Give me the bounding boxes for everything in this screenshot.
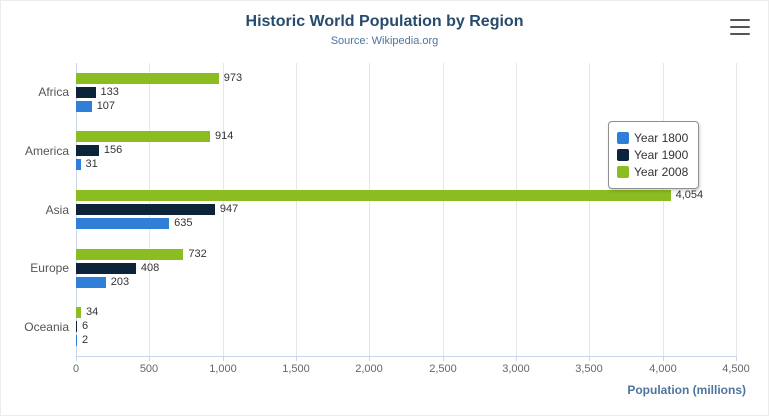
gridline	[223, 63, 224, 356]
x-axis-tick	[516, 356, 517, 361]
legend-item-year-1900[interactable]: Year 1900	[617, 148, 688, 162]
x-axis-tick-label: 2,000	[355, 363, 383, 375]
bar-year-1800[interactable]	[76, 276, 106, 288]
bar-year-1900[interactable]	[76, 321, 77, 333]
chart-title: Historic World Population by Region	[245, 13, 524, 30]
hamburger-bar	[730, 19, 750, 21]
bar-value-label: 31	[85, 158, 98, 171]
bar-value-label: 34	[85, 306, 99, 319]
x-axis-tick	[369, 356, 370, 361]
x-axis-tick	[443, 356, 444, 361]
bar-value-label: 156	[103, 144, 123, 157]
bar-year-1800[interactable]	[76, 100, 92, 112]
bar-year-2008[interactable]	[76, 248, 184, 260]
x-axis-tick-label: 1,000	[209, 363, 237, 375]
x-axis-tick-label: 4,000	[649, 363, 677, 375]
legend: Year 1800 Year 1900 Year 2008	[608, 121, 700, 189]
bar-value-label: 914	[215, 130, 234, 143]
category-label: Oceania	[24, 319, 69, 334]
x-axis-tick	[296, 356, 297, 361]
gridline	[589, 63, 590, 356]
x-axis-title: Population (millions)	[627, 383, 746, 397]
x-axis-tick	[76, 356, 77, 361]
category-label: America	[24, 143, 69, 158]
gridline	[296, 63, 297, 356]
legend-swatch	[617, 166, 629, 178]
bar-year-1900[interactable]	[76, 86, 96, 98]
bar-value-label: 133	[100, 85, 119, 98]
gridline	[663, 63, 664, 356]
bar-year-1900[interactable]	[76, 262, 136, 274]
x-axis-tick-label: 4,500	[722, 363, 750, 375]
legend-label: Year 1800	[634, 131, 689, 145]
bar-value-label: 635	[174, 217, 193, 229]
legend-label: Year 1900	[634, 148, 689, 162]
bar-value-label: 947	[219, 203, 239, 215]
legend-label: Year 2008	[634, 165, 689, 179]
bar-year-1800[interactable]	[76, 335, 77, 347]
legend-item-year-1800[interactable]: Year 1800	[617, 131, 688, 145]
bar-year-2008[interactable]	[76, 190, 671, 201]
category-label: Africa	[38, 85, 69, 100]
bar-value-label: 4,054	[675, 189, 704, 201]
gridline	[516, 63, 517, 356]
bar-value-label: 408	[140, 261, 160, 274]
legend-swatch	[617, 149, 629, 161]
bar-value-label: 6	[82, 320, 89, 333]
plot-area: 973 133 107 914 156 31 4,054 947 635 732 408 203 34 6…	[76, 63, 737, 356]
bar-value-label: 973	[223, 71, 243, 84]
gridline	[736, 63, 737, 356]
bar-year-2008[interactable]	[76, 72, 219, 84]
x-axis-tick-label: 500	[139, 363, 159, 375]
bar-year-1900[interactable]	[76, 145, 99, 157]
bar-value-label: 732	[188, 247, 207, 260]
x-axis-tick-label: 3,000	[502, 363, 530, 375]
x-axis-tick	[589, 356, 590, 361]
bar-year-2008[interactable]	[76, 131, 211, 143]
bar-year-1800[interactable]	[76, 218, 170, 229]
x-axis-tick-label: 3,500	[575, 363, 603, 375]
x-axis-tick	[736, 356, 737, 361]
hamburger-bar	[730, 26, 750, 28]
bar-value-label: 203	[110, 275, 130, 288]
chart-subtitle: Source: Wikipedia.org	[330, 35, 439, 47]
x-axis-tick	[223, 356, 224, 361]
bar-year-2008[interactable]	[76, 307, 81, 319]
export-menu-icon[interactable]	[728, 17, 752, 37]
gridline	[369, 63, 370, 356]
x-axis-tick-label: 1,500	[282, 363, 310, 375]
bar-value-label: 2	[82, 334, 89, 347]
gridline	[443, 63, 444, 356]
x-axis-tick-label: 2,500	[429, 363, 457, 375]
bar-year-1900[interactable]	[76, 204, 215, 215]
bar-year-1800[interactable]	[76, 159, 81, 171]
category-label: Asia	[45, 202, 69, 217]
hamburger-bar	[730, 33, 750, 35]
legend-item-year-2008[interactable]: Year 2008	[617, 165, 688, 179]
x-axis-line	[76, 356, 737, 357]
bar-value-label: 107	[96, 99, 116, 112]
category-label: Europe	[30, 261, 69, 276]
x-axis-tick	[663, 356, 664, 361]
x-axis-tick	[149, 356, 150, 361]
legend-swatch	[617, 132, 629, 144]
x-axis-tick-label: 0	[72, 363, 80, 375]
